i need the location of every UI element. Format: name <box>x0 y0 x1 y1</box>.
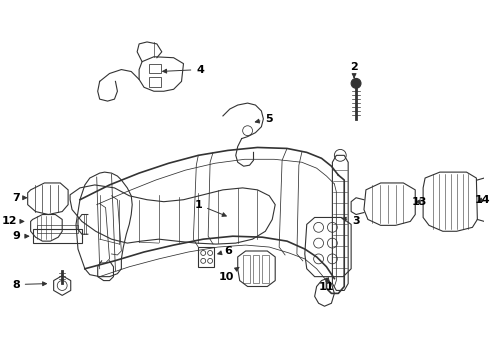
Bar <box>149 77 161 87</box>
Text: 4: 4 <box>163 64 204 75</box>
Text: 11: 11 <box>318 278 334 292</box>
Bar <box>37 225 78 233</box>
Text: 12: 12 <box>1 216 24 226</box>
Bar <box>149 64 161 73</box>
Text: 8: 8 <box>12 279 47 289</box>
Bar <box>243 255 249 283</box>
Text: 7: 7 <box>12 193 26 203</box>
Text: 2: 2 <box>350 62 358 78</box>
Bar <box>33 229 82 243</box>
Text: 9: 9 <box>12 231 29 241</box>
Text: 3: 3 <box>342 216 360 226</box>
Text: 14: 14 <box>474 195 490 205</box>
Circle shape <box>351 78 361 88</box>
Bar <box>252 255 259 283</box>
Text: 5: 5 <box>255 114 273 124</box>
Text: 13: 13 <box>412 197 427 207</box>
Bar <box>262 255 270 283</box>
Text: 1: 1 <box>195 200 226 216</box>
Bar <box>198 247 214 267</box>
Text: 6: 6 <box>218 246 232 256</box>
Text: 10: 10 <box>218 267 239 282</box>
